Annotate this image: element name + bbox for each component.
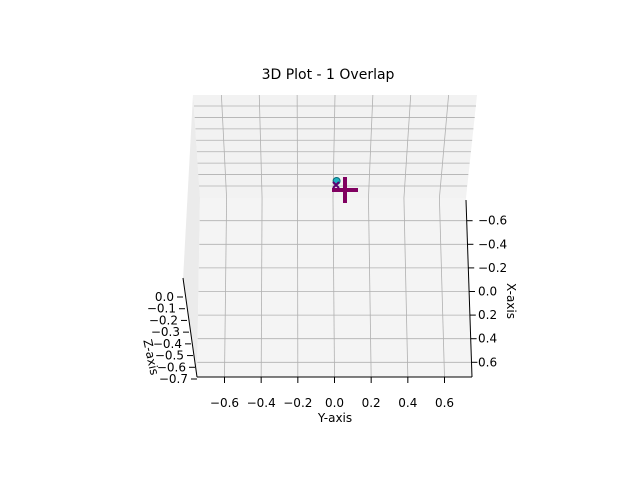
x-tick-label-4: 0.2 bbox=[478, 308, 497, 322]
floor-grid-line-y-4 bbox=[368, 197, 372, 378]
z-tick-label-5: −0.5 bbox=[155, 349, 184, 363]
back-grid-line-y-4 bbox=[368, 94, 374, 199]
floor-grid-line-y-1 bbox=[260, 197, 263, 378]
x-tick-label-3: 0.0 bbox=[478, 285, 497, 299]
back-grid-line-y-5 bbox=[403, 94, 412, 199]
y-tick-label-2: −0.2 bbox=[283, 396, 312, 410]
series-2-point-0-x-marker bbox=[332, 181, 340, 189]
floor-grid-line-y-0 bbox=[224, 197, 227, 378]
z-tick-label-0: 0.0 bbox=[155, 290, 174, 304]
x-axis-label: X-axis bbox=[504, 283, 518, 319]
data-markers bbox=[332, 177, 358, 203]
y-tick-label-0: −0.6 bbox=[210, 396, 239, 410]
z-axis-line bbox=[182, 277, 198, 378]
floor-grid-line-y-5 bbox=[403, 197, 409, 378]
y-tick-label-5: 0.4 bbox=[398, 396, 417, 410]
y-axis-label: Y-axis bbox=[317, 411, 352, 425]
back-grid-line-y-1 bbox=[258, 94, 263, 199]
grid-lines bbox=[194, 94, 476, 378]
chart-title: 3D Plot - 1 Overlap bbox=[262, 67, 395, 83]
y-tick-label-1: −0.4 bbox=[247, 396, 276, 410]
series-0-point-0-plus-marker bbox=[332, 177, 358, 203]
z-tick-label-4: −0.4 bbox=[153, 337, 182, 351]
back-grid-line-y-0 bbox=[221, 94, 227, 199]
x-tick-label-2: −0.2 bbox=[478, 261, 507, 275]
floor-pane bbox=[197, 198, 472, 377]
x-tick-label-5: 0.4 bbox=[478, 332, 497, 346]
y-tick-label-6: 0.6 bbox=[435, 396, 454, 410]
y-tick-label-4: 0.2 bbox=[362, 396, 381, 410]
floor-grid-line-y-6 bbox=[439, 197, 445, 378]
back-grid-line-y-6 bbox=[439, 94, 449, 199]
x-tick-label-0: −0.6 bbox=[478, 214, 507, 228]
z-tick-label-1: −0.1 bbox=[147, 302, 176, 316]
x-axis-line bbox=[465, 199, 473, 378]
z-tick-label-2: −0.2 bbox=[149, 313, 178, 327]
series-2-point-0-x-b bbox=[332, 181, 340, 189]
x-tick-label-6: 0.6 bbox=[478, 355, 497, 369]
floor-grid-line-y-3 bbox=[332, 197, 335, 378]
tick-labels: −0.6 −0.4 −0.2 0.0 0.2 0.4 0.6 −0.6 −0.4 −0.2 0.0 0… bbox=[147, 214, 507, 410]
z-tick-label-7: −0.7 bbox=[159, 372, 188, 386]
z-tick-label-6: −0.6 bbox=[157, 360, 186, 374]
z-tick-label-3: −0.3 bbox=[151, 325, 180, 339]
y-tick-label-3: 0.0 bbox=[325, 396, 344, 410]
x-tick-label-1: −0.4 bbox=[478, 237, 507, 251]
